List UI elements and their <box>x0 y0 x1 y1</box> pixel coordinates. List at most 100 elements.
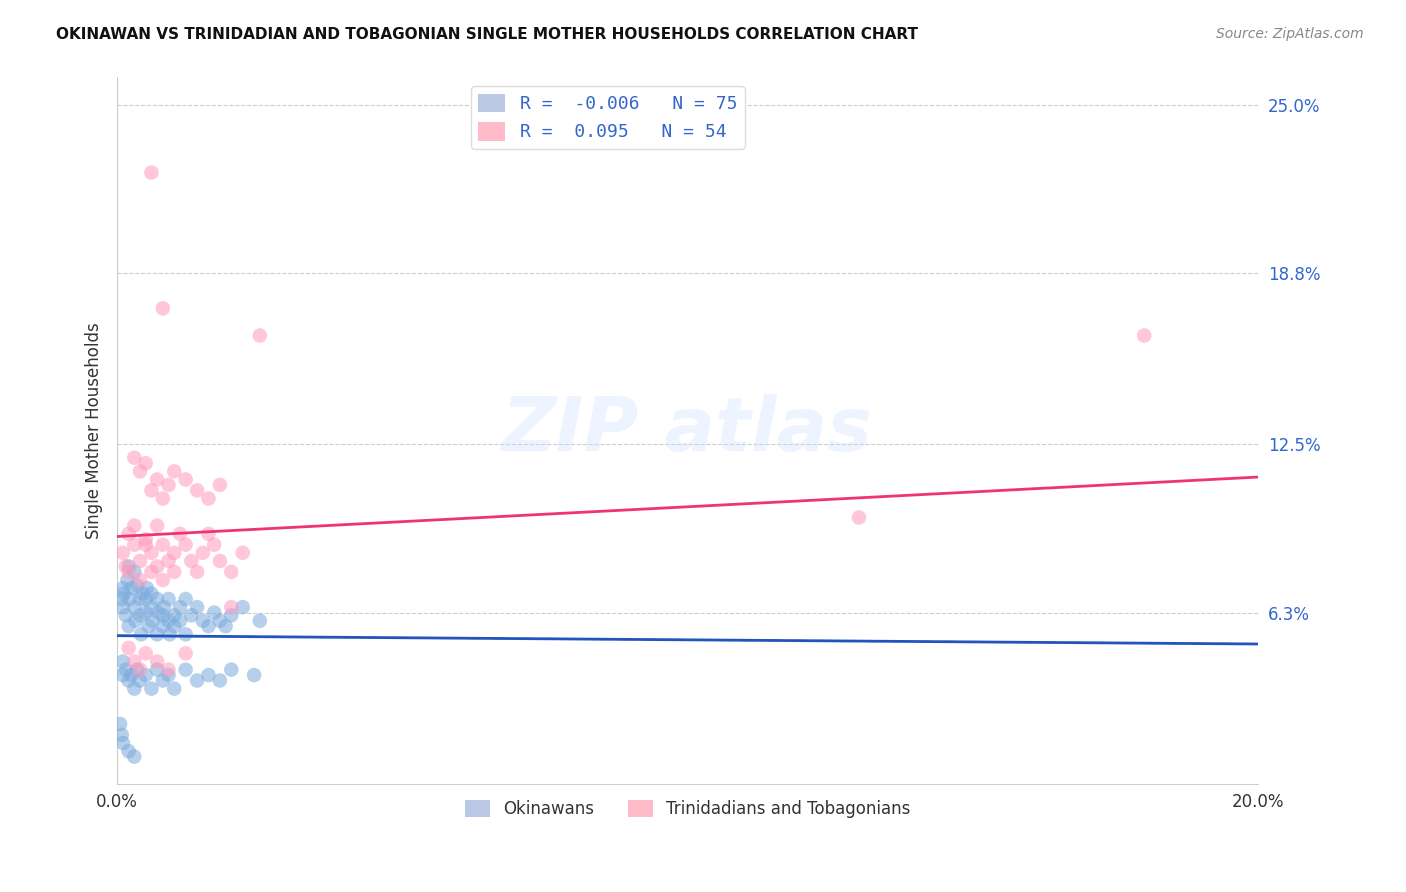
Point <box>163 619 186 633</box>
Point <box>1133 328 1156 343</box>
Text: ZIP atlas: ZIP atlas <box>502 394 873 467</box>
Point <box>146 592 169 607</box>
Point <box>197 619 219 633</box>
Point <box>127 578 149 592</box>
Point <box>163 546 186 560</box>
Point <box>197 526 219 541</box>
Point <box>135 456 157 470</box>
Point <box>111 736 134 750</box>
Point <box>202 538 225 552</box>
Point <box>186 673 208 688</box>
Point <box>141 681 163 696</box>
Point <box>146 518 169 533</box>
Point <box>117 565 139 579</box>
Point <box>159 627 181 641</box>
Point <box>221 663 243 677</box>
Point <box>191 614 214 628</box>
Point <box>141 600 163 615</box>
Point <box>197 491 219 506</box>
Point <box>152 301 174 316</box>
Point <box>152 673 174 688</box>
Point <box>117 673 139 688</box>
Point <box>202 606 225 620</box>
Point <box>117 744 139 758</box>
Point <box>174 663 197 677</box>
Point <box>129 592 152 607</box>
Point <box>146 655 169 669</box>
Point <box>221 608 243 623</box>
Point <box>157 614 180 628</box>
Point <box>117 526 139 541</box>
Point <box>146 559 169 574</box>
Point <box>141 546 163 560</box>
Point <box>146 663 169 677</box>
Point <box>243 668 266 682</box>
Point <box>163 464 186 478</box>
Point <box>108 717 131 731</box>
Point <box>124 681 146 696</box>
Point <box>191 546 214 560</box>
Point <box>214 619 236 633</box>
Point <box>186 565 208 579</box>
Point <box>163 565 186 579</box>
Point <box>124 538 146 552</box>
Point <box>118 592 141 607</box>
Point <box>117 619 139 633</box>
Point <box>114 608 136 623</box>
Point <box>135 533 157 547</box>
Point <box>129 663 152 677</box>
Point <box>114 663 136 677</box>
Point <box>132 586 155 600</box>
Point <box>117 573 139 587</box>
Point <box>197 668 219 682</box>
Point <box>163 608 186 623</box>
Point <box>129 608 152 623</box>
Y-axis label: Single Mother Households: Single Mother Households <box>86 322 103 539</box>
Point <box>135 581 157 595</box>
Point <box>129 464 152 478</box>
Point <box>249 328 271 343</box>
Point <box>111 655 134 669</box>
Point <box>111 592 134 607</box>
Point <box>163 681 186 696</box>
Point <box>174 538 197 552</box>
Point <box>124 450 146 465</box>
Point <box>157 554 180 568</box>
Point <box>152 608 174 623</box>
Point <box>124 749 146 764</box>
Point <box>174 646 197 660</box>
Point <box>120 581 142 595</box>
Point <box>141 165 163 179</box>
Point <box>152 573 174 587</box>
Point <box>186 600 208 615</box>
Point <box>232 600 254 615</box>
Point <box>124 655 146 669</box>
Point <box>129 573 152 587</box>
Text: Source: ZipAtlas.com: Source: ZipAtlas.com <box>1216 27 1364 41</box>
Point <box>152 619 174 633</box>
Legend: Okinawans, Trinidadians and Tobagonians: Okinawans, Trinidadians and Tobagonians <box>458 793 917 825</box>
Point <box>135 606 157 620</box>
Point <box>157 668 180 682</box>
Point <box>111 581 134 595</box>
Point <box>120 668 142 682</box>
Point <box>208 673 231 688</box>
Point <box>114 559 136 574</box>
Point <box>208 478 231 492</box>
Point <box>127 663 149 677</box>
Point <box>129 627 152 641</box>
Point <box>169 600 191 615</box>
Point <box>111 728 134 742</box>
Point <box>129 673 152 688</box>
Point <box>157 663 180 677</box>
Point <box>111 668 134 682</box>
Point <box>153 600 176 615</box>
Point <box>221 565 243 579</box>
Point <box>180 554 202 568</box>
Point <box>174 627 197 641</box>
Point <box>124 518 146 533</box>
Point <box>111 546 134 560</box>
Point <box>124 614 146 628</box>
Point <box>141 565 163 579</box>
Point <box>169 614 191 628</box>
